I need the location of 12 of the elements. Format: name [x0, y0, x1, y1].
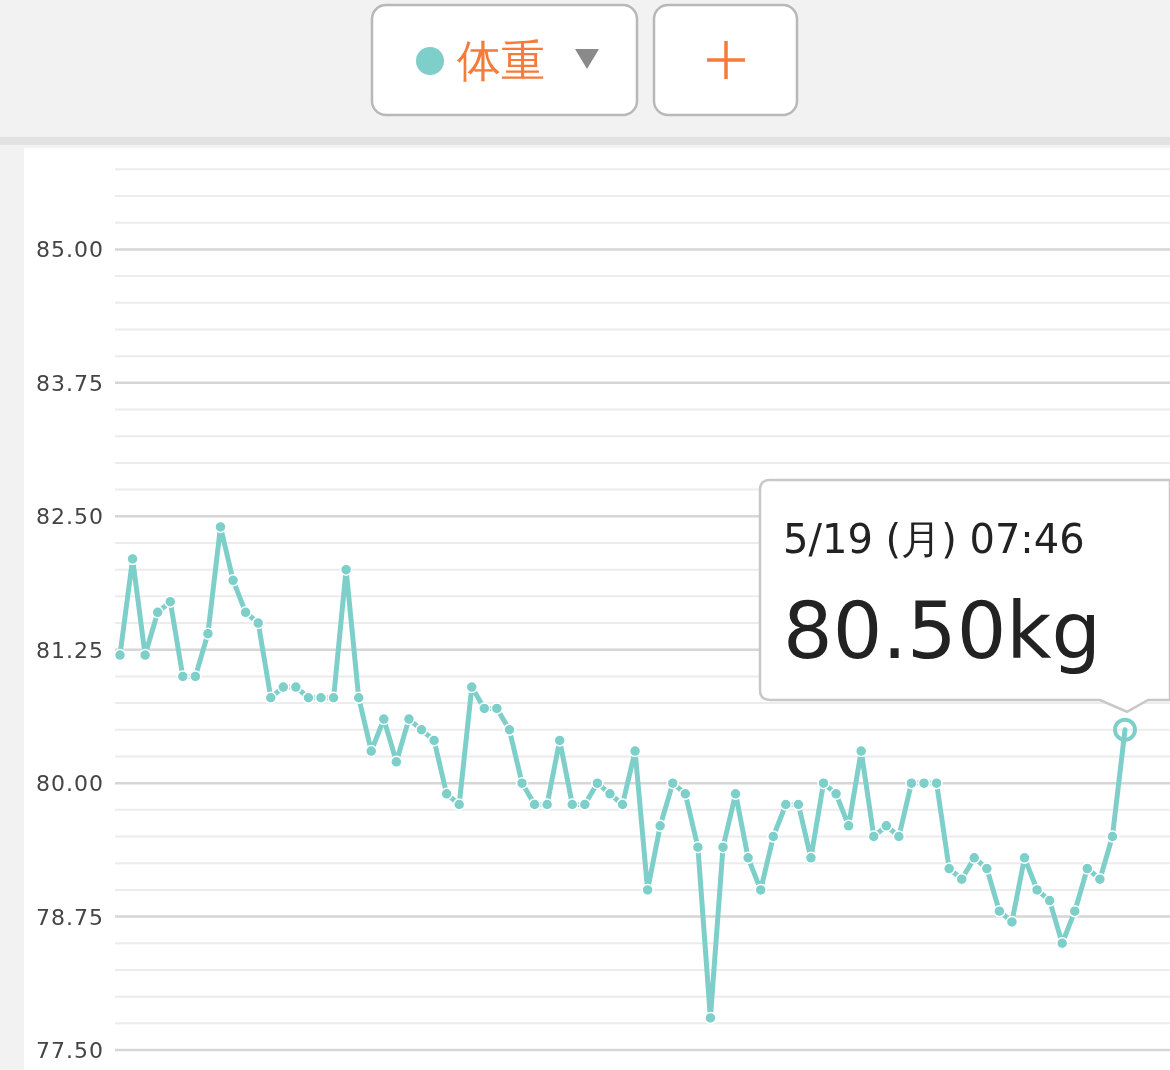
legend: 体重 — [370, 3, 639, 117]
y-tick-label: 85.00 — [36, 237, 104, 263]
annotation: 5/19 (月) 07:46 — [783, 516, 1085, 562]
y-tick-label: 81.25 — [36, 637, 104, 663]
y-tick-label: 82.50 — [36, 504, 104, 530]
y-tick-label: 83.75 — [36, 370, 104, 396]
y-tick-label: 78.75 — [36, 904, 104, 930]
tooltip: 5/19 (月) 07:46 80.50kg — [758, 478, 1170, 713]
y-tick-label: 80.00 — [36, 771, 104, 797]
annotation: 80.50kg — [783, 586, 1101, 676]
legend-label: 体重 — [457, 35, 545, 86]
y-tick-label: 77.50 — [36, 1038, 104, 1063]
